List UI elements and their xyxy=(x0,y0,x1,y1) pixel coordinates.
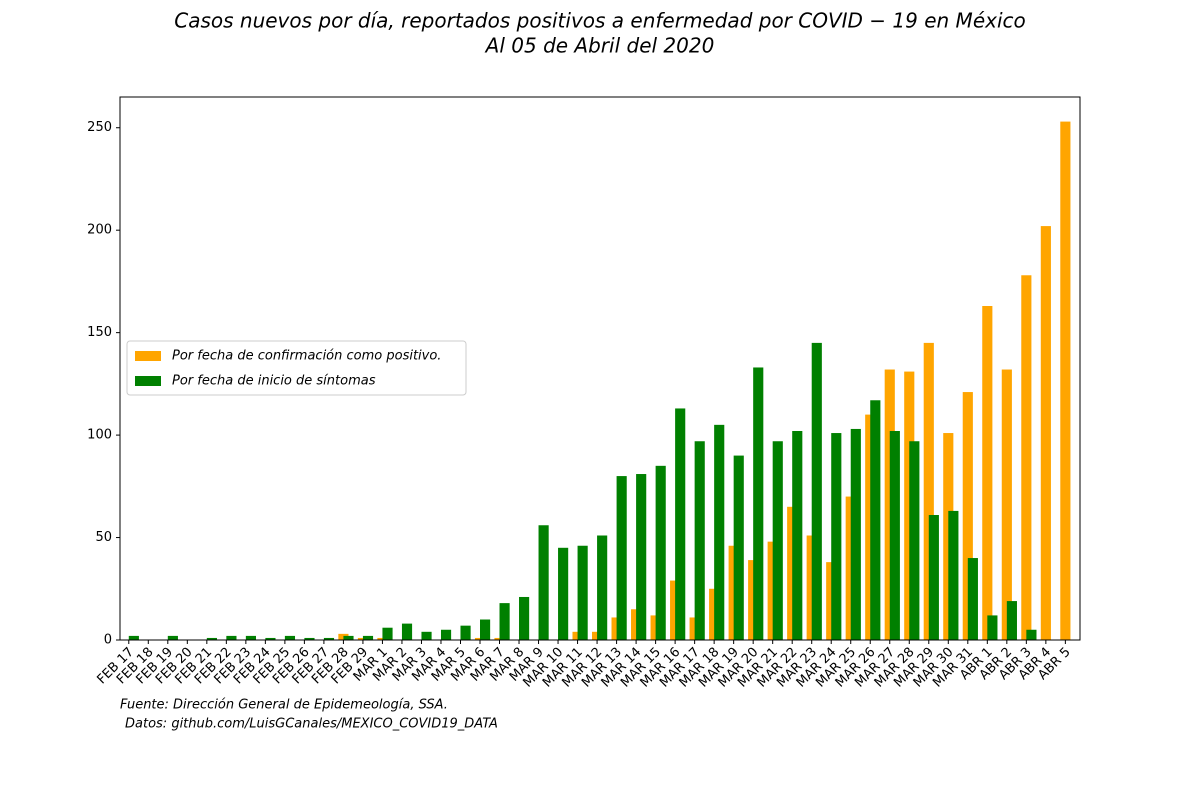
bar xyxy=(597,535,608,640)
bar xyxy=(226,635,237,640)
bar xyxy=(401,623,413,640)
bar xyxy=(772,441,783,640)
legend-label: Por fecha de inicio de síntomas xyxy=(172,374,376,389)
bar xyxy=(714,424,725,640)
bar xyxy=(1026,629,1037,640)
bar xyxy=(753,367,764,640)
bar xyxy=(265,637,276,640)
bar xyxy=(323,637,335,640)
bar xyxy=(870,400,881,640)
legend-box xyxy=(126,340,467,396)
y-tick-label: 50 xyxy=(95,530,112,545)
y-tick-label: 100 xyxy=(87,428,112,443)
bar xyxy=(558,547,569,640)
bar xyxy=(923,342,934,640)
bar xyxy=(694,441,705,640)
bar xyxy=(577,545,588,640)
bar xyxy=(928,515,939,640)
bar xyxy=(343,635,354,640)
bar xyxy=(982,306,993,640)
bar xyxy=(206,637,217,640)
y-tick-label: 200 xyxy=(87,223,112,238)
bar xyxy=(362,635,374,640)
legend-swatch xyxy=(135,351,161,361)
bar xyxy=(850,428,861,640)
bar xyxy=(128,635,139,640)
bar xyxy=(480,619,491,640)
bar xyxy=(948,510,959,640)
source-note: Fuente: Dirección General de Epidemeolog… xyxy=(120,698,448,713)
bar xyxy=(1040,226,1051,640)
bar xyxy=(1060,121,1071,640)
bar xyxy=(909,441,920,640)
bar xyxy=(1006,601,1017,640)
bar xyxy=(440,629,452,640)
bar xyxy=(1021,275,1032,640)
plot-frame xyxy=(119,96,1081,641)
bar xyxy=(284,635,296,640)
bar xyxy=(636,474,647,640)
bar xyxy=(792,430,803,640)
legend-swatch xyxy=(135,376,161,386)
bar xyxy=(538,525,549,640)
y-tick-label: 0 xyxy=(104,633,112,648)
chart-title: Casos nuevos por día, reportados positiv… xyxy=(174,9,1026,33)
bar xyxy=(338,633,349,640)
bar xyxy=(519,596,530,640)
y-tick-label: 150 xyxy=(87,325,112,340)
bar xyxy=(167,635,178,640)
bar xyxy=(616,476,627,640)
data-note: Datos: github.com/LuisGCanales/MEXICO_CO… xyxy=(125,717,498,732)
bar xyxy=(245,635,256,640)
bar xyxy=(675,408,686,640)
bar xyxy=(421,631,432,640)
bar xyxy=(733,455,744,640)
bar xyxy=(655,465,666,640)
bar xyxy=(811,342,822,640)
bar xyxy=(499,603,510,640)
bar xyxy=(962,392,973,640)
legend-label: Por fecha de confirmación como positivo. xyxy=(172,349,441,364)
bar xyxy=(889,430,900,640)
bar xyxy=(987,615,998,640)
bar xyxy=(460,625,471,640)
y-tick-label: 250 xyxy=(87,120,112,135)
bar xyxy=(831,433,842,640)
bar xyxy=(1001,369,1012,640)
bar xyxy=(304,637,315,640)
chart-subtitle: Al 05 de Abril del 2020 xyxy=(484,34,715,58)
bar xyxy=(967,558,978,640)
bar xyxy=(382,627,393,640)
